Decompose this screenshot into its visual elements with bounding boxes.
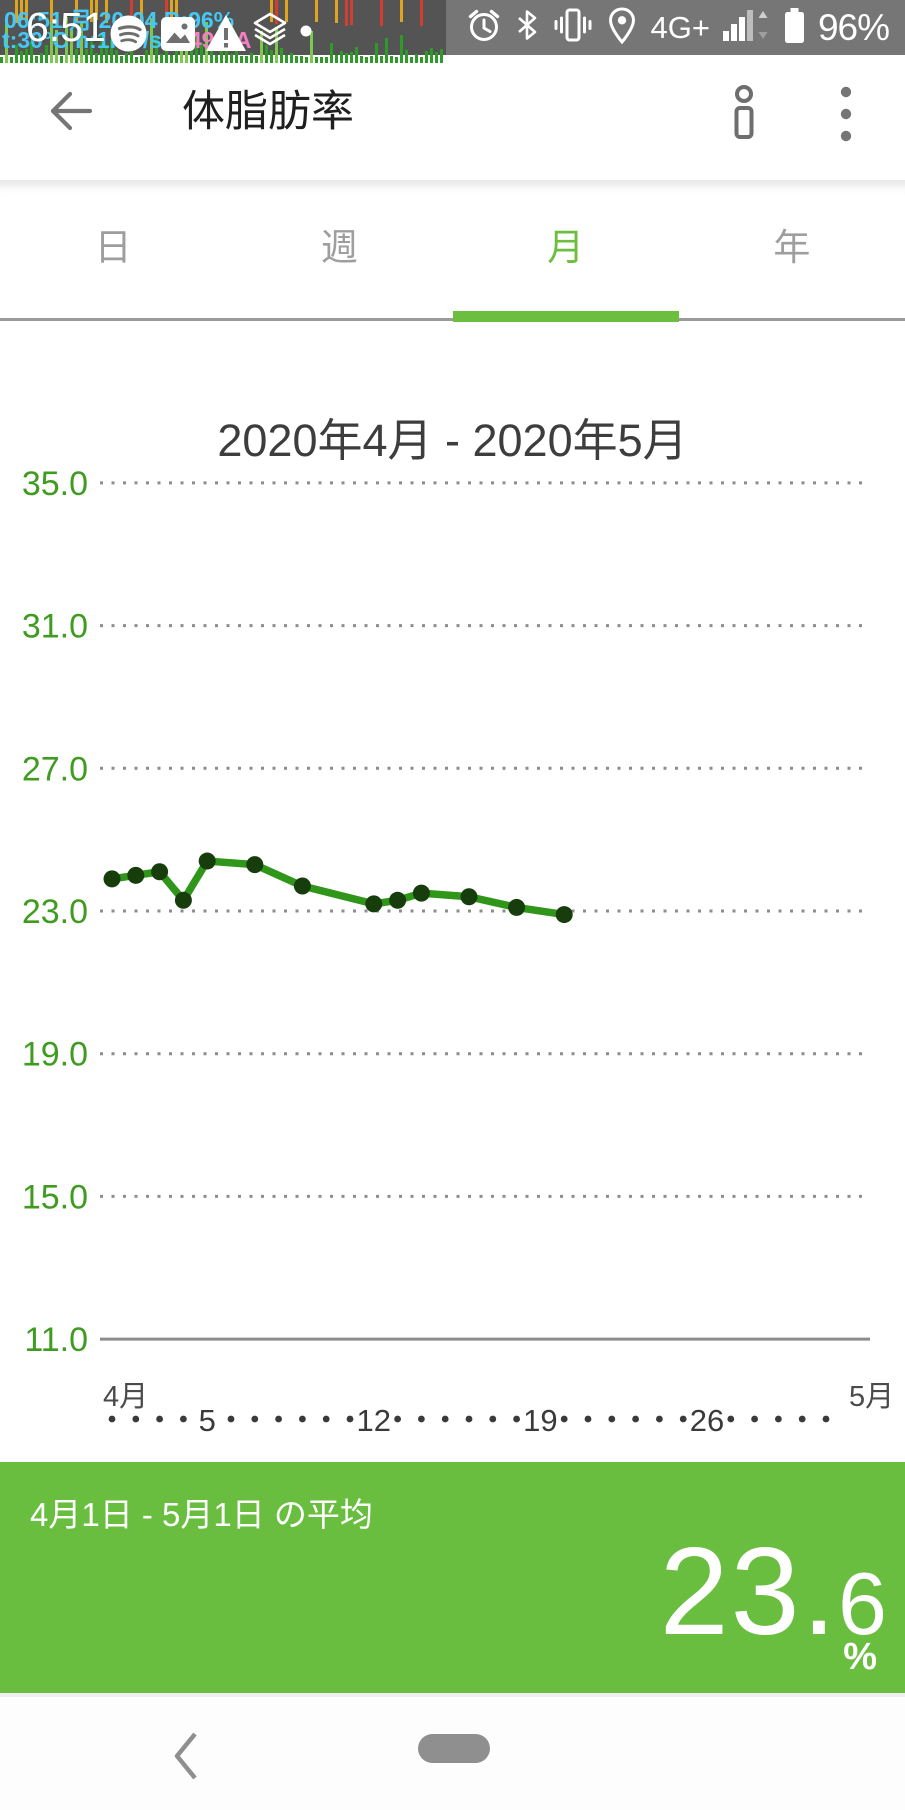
tab-year[interactable]: 年 bbox=[773, 227, 811, 268]
home-pill-button[interactable] bbox=[418, 1734, 490, 1763]
nav-back-button[interactable] bbox=[168, 1729, 204, 1783]
layers-icon bbox=[250, 10, 290, 55]
average-value: 23.6 bbox=[660, 1530, 889, 1654]
svg-text:27.0: 27.0 bbox=[22, 750, 88, 788]
warning-icon bbox=[205, 14, 247, 57]
svg-text:11.0: 11.0 bbox=[24, 1321, 88, 1359]
average-range-label: 4月1日 - 5月1日 の平均 bbox=[30, 1496, 373, 1533]
svg-text:19: 19 bbox=[523, 1403, 557, 1438]
svg-text:4月: 4月 bbox=[103, 1381, 148, 1413]
spotify-icon bbox=[110, 15, 147, 57]
battery-percent-label: 96% bbox=[817, 6, 890, 48]
status-clock: 6:51 bbox=[26, 4, 106, 50]
period-tabbar: 日 週 月 年 bbox=[0, 180, 905, 322]
overflow-menu-button[interactable] bbox=[822, 79, 870, 149]
system-navbar bbox=[0, 1693, 905, 1810]
photo-notification-icon bbox=[160, 16, 196, 57]
svg-text:31.0: 31.0 bbox=[22, 608, 88, 646]
alarm-icon bbox=[466, 7, 502, 48]
location-icon bbox=[607, 6, 637, 49]
back-button[interactable] bbox=[42, 83, 98, 139]
tab-day[interactable]: 日 bbox=[94, 227, 132, 268]
svg-text:15.0: 15.0 bbox=[22, 1178, 88, 1216]
average-value-fraction: 6 bbox=[838, 1554, 889, 1653]
signal-strength-icon bbox=[722, 7, 771, 48]
svg-text:5: 5 bbox=[199, 1403, 216, 1438]
chart-canvas[interactable]: 35.0 31.0 27.0 23.0 19.0 15.0 11.0 4月 5月 5 12 19 26 bbox=[0, 400, 905, 1460]
status-bar: 06:51 月 20:04 B:96% t:30°C h:1KB/s -149m… bbox=[0, 0, 905, 63]
svg-text:5月: 5月 bbox=[849, 1381, 894, 1413]
average-unit-label: % bbox=[843, 1636, 877, 1678]
page-title: 体脂肪率 bbox=[182, 88, 354, 136]
svg-text:35.0: 35.0 bbox=[22, 465, 88, 503]
chart-period-title: 2020年4月 - 2020年5月 bbox=[217, 415, 688, 466]
svg-text:19.0: 19.0 bbox=[22, 1036, 88, 1074]
average-value-main: 23. bbox=[659, 1523, 839, 1661]
navbar-top-strip bbox=[0, 1693, 905, 1697]
vibrate-icon bbox=[552, 7, 594, 48]
battery-icon bbox=[784, 7, 805, 49]
tab-week[interactable]: 週 bbox=[320, 227, 358, 268]
tab-month[interactable]: 月 bbox=[547, 227, 585, 268]
body-scale-button[interactable] bbox=[712, 75, 776, 151]
active-tab-indicator bbox=[452, 311, 679, 322]
network-type-label: 4G+ bbox=[650, 9, 710, 45]
status-system-icons: 4G+ 96% bbox=[466, 0, 890, 55]
average-summary-panel: 4月1日 - 5月1日 の平均 bbox=[0, 1462, 905, 1693]
app-header: 体脂肪率 bbox=[0, 55, 905, 180]
svg-text:26: 26 bbox=[690, 1403, 724, 1438]
svg-text:23.0: 23.0 bbox=[22, 893, 88, 931]
notification-dot-icon bbox=[300, 24, 312, 42]
bluetooth-icon bbox=[515, 7, 539, 48]
svg-text:12: 12 bbox=[357, 1403, 391, 1438]
